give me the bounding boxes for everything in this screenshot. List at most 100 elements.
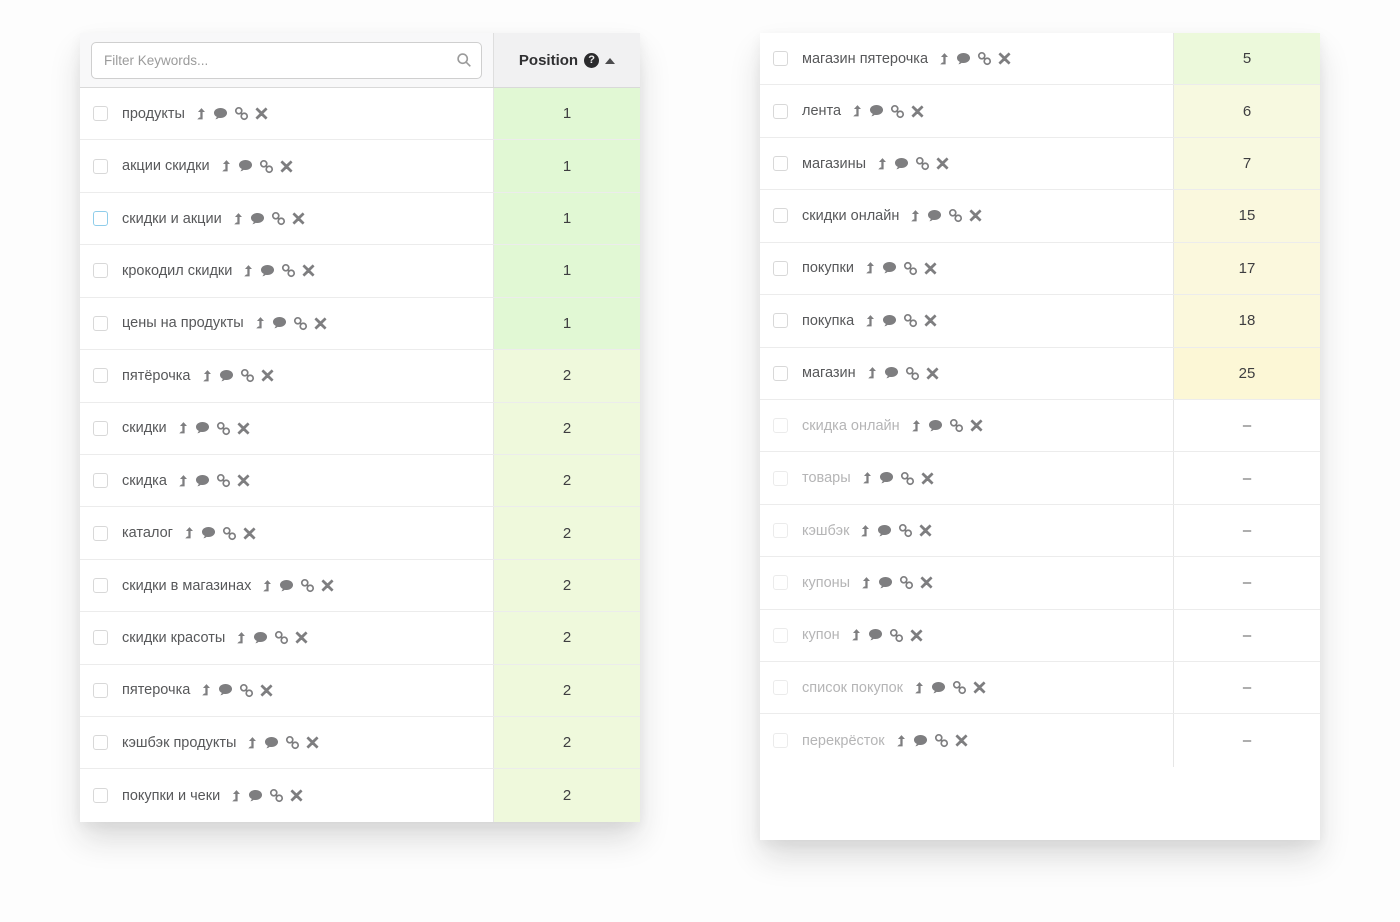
link-icon[interactable] — [949, 418, 964, 433]
link-icon[interactable] — [915, 156, 930, 171]
remove-icon[interactable] — [260, 684, 273, 697]
row-checkbox[interactable] — [93, 630, 108, 646]
row-checkbox[interactable] — [773, 313, 788, 329]
remove-icon[interactable] — [926, 367, 939, 380]
comment-icon[interactable] — [248, 789, 263, 803]
comment-icon[interactable] — [250, 212, 265, 226]
comment-icon[interactable] — [201, 526, 216, 540]
link-icon[interactable] — [903, 261, 918, 276]
link-icon[interactable] — [903, 313, 918, 328]
link-icon[interactable] — [234, 106, 249, 121]
row-checkbox[interactable] — [93, 315, 108, 331]
comment-icon[interactable] — [913, 734, 928, 748]
level-up-icon[interactable] — [253, 316, 266, 330]
link-icon[interactable] — [281, 263, 296, 278]
link-icon[interactable] — [890, 104, 905, 119]
level-up-icon[interactable] — [176, 474, 189, 488]
link-icon[interactable] — [952, 680, 967, 695]
comment-icon[interactable] — [213, 107, 228, 121]
remove-icon[interactable] — [921, 472, 934, 485]
remove-icon[interactable] — [261, 369, 274, 382]
level-up-icon[interactable] — [219, 159, 232, 173]
row-checkbox[interactable] — [773, 103, 788, 119]
row-checkbox[interactable] — [773, 575, 788, 591]
row-checkbox[interactable] — [93, 525, 108, 541]
remove-icon[interactable] — [292, 212, 305, 225]
remove-icon[interactable] — [302, 264, 315, 277]
link-icon[interactable] — [977, 51, 992, 66]
comment-icon[interactable] — [218, 683, 233, 697]
row-checkbox[interactable] — [93, 211, 108, 227]
link-icon[interactable] — [898, 523, 913, 538]
row-checkbox[interactable] — [773, 51, 788, 67]
link-icon[interactable] — [300, 578, 315, 593]
level-up-icon[interactable] — [176, 421, 189, 435]
remove-icon[interactable] — [969, 209, 982, 222]
row-checkbox[interactable] — [93, 578, 108, 593]
remove-icon[interactable] — [290, 789, 303, 802]
comment-icon[interactable] — [264, 736, 279, 750]
row-checkbox[interactable] — [93, 420, 108, 436]
comment-icon[interactable] — [928, 419, 943, 433]
link-icon[interactable] — [274, 630, 289, 645]
row-checkbox[interactable] — [773, 365, 788, 381]
level-up-icon[interactable] — [937, 52, 950, 66]
link-icon[interactable] — [240, 368, 255, 383]
level-up-icon[interactable] — [182, 526, 195, 540]
level-up-icon[interactable] — [199, 683, 212, 697]
comment-icon[interactable] — [195, 421, 210, 435]
comment-icon[interactable] — [877, 524, 892, 538]
row-checkbox[interactable] — [773, 680, 788, 696]
comment-icon[interactable] — [272, 316, 287, 330]
comment-icon[interactable] — [927, 209, 942, 223]
remove-icon[interactable] — [970, 419, 983, 432]
remove-icon[interactable] — [321, 579, 334, 592]
link-icon[interactable] — [948, 208, 963, 223]
row-checkbox[interactable] — [773, 627, 788, 643]
row-checkbox[interactable] — [93, 788, 108, 804]
row-checkbox[interactable] — [773, 156, 788, 172]
remove-icon[interactable] — [306, 736, 319, 749]
row-checkbox[interactable] — [93, 263, 108, 279]
level-up-icon[interactable] — [241, 264, 254, 278]
level-up-icon[interactable] — [865, 366, 878, 380]
row-checkbox[interactable] — [773, 208, 788, 224]
level-up-icon[interactable] — [245, 736, 258, 750]
comment-icon[interactable] — [894, 157, 909, 171]
level-up-icon[interactable] — [260, 579, 273, 593]
level-up-icon[interactable] — [909, 419, 922, 433]
remove-icon[interactable] — [919, 524, 932, 537]
row-checkbox[interactable] — [773, 470, 788, 486]
level-up-icon[interactable] — [860, 471, 873, 485]
level-up-icon[interactable] — [908, 209, 921, 223]
level-up-icon[interactable] — [194, 107, 207, 121]
level-up-icon[interactable] — [912, 681, 925, 695]
comment-icon[interactable] — [931, 681, 946, 695]
remove-icon[interactable] — [910, 629, 923, 642]
link-icon[interactable] — [216, 473, 231, 488]
remove-icon[interactable] — [924, 262, 937, 275]
comment-icon[interactable] — [279, 579, 294, 593]
link-icon[interactable] — [271, 211, 286, 226]
row-checkbox[interactable] — [93, 106, 108, 122]
comment-icon[interactable] — [884, 366, 899, 380]
link-icon[interactable] — [889, 628, 904, 643]
row-checkbox[interactable] — [93, 735, 108, 751]
remove-icon[interactable] — [920, 576, 933, 589]
filter-keywords-input[interactable] — [91, 41, 482, 79]
level-up-icon[interactable] — [234, 631, 247, 645]
level-up-icon[interactable] — [849, 628, 862, 642]
level-up-icon[interactable] — [859, 576, 872, 590]
remove-icon[interactable] — [998, 52, 1011, 65]
comment-icon[interactable] — [869, 104, 884, 118]
link-icon[interactable] — [239, 683, 254, 698]
position-column-header[interactable]: Position ? — [493, 33, 640, 87]
level-up-icon[interactable] — [229, 789, 242, 803]
remove-icon[interactable] — [243, 527, 256, 540]
comment-icon[interactable] — [868, 628, 883, 642]
comment-icon[interactable] — [195, 474, 210, 488]
remove-icon[interactable] — [314, 317, 327, 330]
level-up-icon[interactable] — [850, 104, 863, 118]
row-checkbox[interactable] — [773, 260, 788, 276]
comment-icon[interactable] — [956, 52, 971, 66]
